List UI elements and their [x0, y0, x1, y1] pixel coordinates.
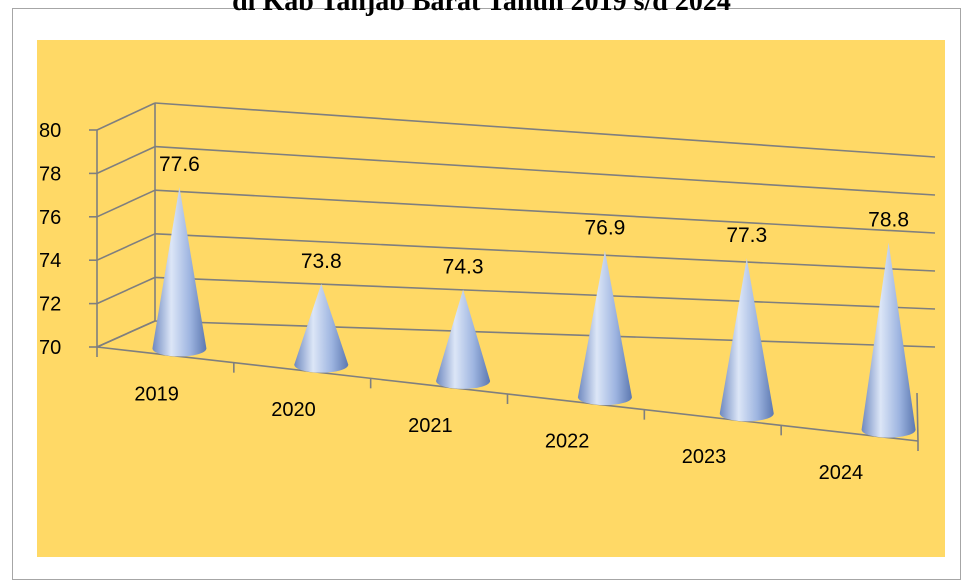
cone-2019: [152, 186, 207, 357]
data-label: 77.6: [159, 153, 200, 176]
gridline-back: [154, 233, 936, 272]
y-tick-label: 78: [39, 163, 61, 185]
data-labels: 77.6 73.8 74.3 76.9 77.3 78.8: [159, 153, 909, 279]
gridline-side: [96, 145, 156, 175]
y-tick-label: 80: [39, 120, 61, 142]
cone-2023: [719, 258, 774, 422]
cones: [152, 186, 916, 438]
y-tick-label: 76: [39, 207, 61, 229]
cone-2020: [294, 283, 349, 373]
gridline-back: [154, 145, 936, 196]
cone-body: [152, 186, 207, 357]
gridline-side: [96, 276, 156, 305]
y-axis-ticks: 70 72 74 76 78 80: [39, 120, 61, 359]
chart-title: di Kab Tanjab Barat Tahun 2019 s/d 2024: [232, 0, 731, 17]
cone-body: [719, 258, 774, 422]
x-tick-label: 2021: [408, 415, 453, 437]
x-tick-label: 2022: [545, 430, 590, 452]
x-tick-label: 2019: [134, 383, 179, 405]
y-tick-label: 70: [39, 337, 61, 359]
gridline-side: [96, 233, 156, 261]
y-tick-label: 74: [39, 250, 61, 272]
cone-body: [436, 289, 491, 389]
x-tick-label: 2020: [271, 399, 316, 421]
x-axis-ticks: 2019 2020 2021 2022 2023 2024: [134, 383, 863, 483]
floor-right-edge: [916, 392, 919, 442]
gridline-back: [154, 320, 936, 348]
data-label: 77.3: [726, 224, 767, 247]
gridline-back: [154, 102, 936, 158]
gridline-back: [154, 189, 936, 234]
data-label: 78.8: [868, 208, 909, 231]
cone-body: [294, 283, 349, 373]
data-label: 73.8: [301, 250, 342, 273]
cone-body: [577, 250, 632, 406]
gridline-side: [96, 189, 156, 218]
x-tick-label: 2024: [819, 462, 864, 484]
gridlines: [89, 102, 936, 451]
data-label: 76.9: [584, 216, 625, 239]
y-tick-label: 72: [39, 294, 61, 316]
data-label: 74.3: [443, 255, 484, 278]
x-tick-label: 2023: [682, 446, 727, 468]
cone-2022: [577, 250, 632, 406]
cone-body: [861, 242, 916, 438]
cone-2021: [436, 289, 491, 389]
gridline-side: [96, 102, 156, 131]
floor-left-edge: [96, 320, 156, 348]
cone-2024: [861, 242, 916, 438]
gridline-back: [154, 276, 936, 310]
